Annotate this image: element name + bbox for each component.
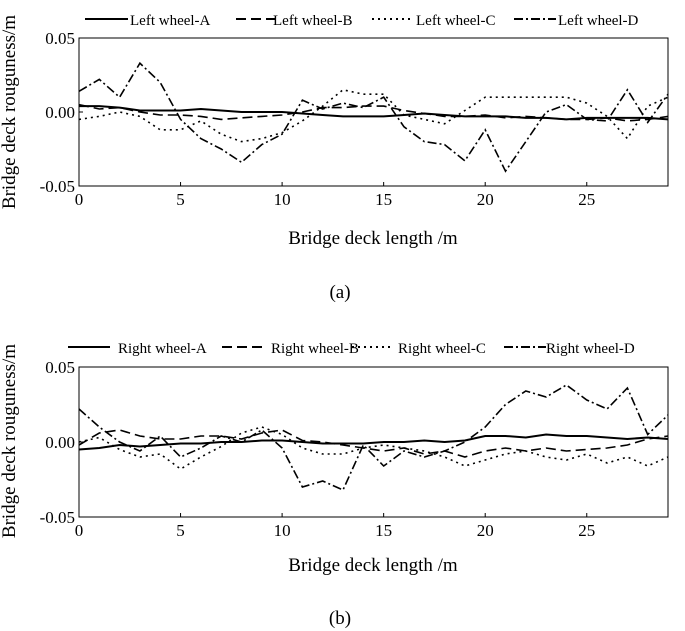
x-tick-label-b-0: 0: [75, 521, 84, 540]
legend-entry-b-1: Right wheel-A: [68, 341, 207, 357]
caption-a: (a): [329, 282, 350, 303]
series-line-b-3: [78, 426, 669, 470]
legend-entry-a-4: Left wheel-D: [514, 13, 639, 29]
chart-panel-a: Left wheel-A Left wheel-B Left wheel-C L…: [0, 13, 669, 303]
legend-label-a-1: Left wheel-A: [130, 13, 211, 29]
series-line-a-2: [78, 103, 669, 122]
legend-label-a-2: Left wheel-B: [273, 13, 353, 29]
plot-frame-a: [78, 37, 669, 187]
x-tick-label-a-1: 5: [176, 190, 185, 209]
tick-layer-b: 0 5 10 15 20 25 -0.05 0.00 0.05: [40, 358, 596, 540]
caption-b: (b): [329, 608, 351, 629]
series-line-b-2: [78, 429, 669, 458]
x-axis-label-a: Bridge deck length /m: [288, 228, 458, 249]
legend-a: Left wheel-A Left wheel-B Left wheel-C L…: [85, 13, 639, 29]
legend-label-a-3: Left wheel-C: [416, 13, 496, 29]
legend-entry-b-4: Right wheel-D: [504, 341, 635, 357]
y-tick-label-a-1: 0.00: [45, 103, 75, 122]
series-line-b-1: [78, 433, 669, 451]
y-tick-label-a-2: 0.05: [45, 29, 75, 48]
series-line-a-3: [78, 88, 669, 143]
x-tick-label-b-2: 10: [274, 521, 291, 540]
legend-label-b-3: Right wheel-C: [398, 341, 486, 357]
series-line-a-4: [78, 61, 669, 173]
x-tick-label-a-2: 10: [274, 190, 291, 209]
tick-layer-a: 0 5 10 15 20 25 -0.05 0.00 0.05: [40, 29, 596, 209]
x-tick-label-b-3: 15: [375, 521, 392, 540]
x-tick-label-b-5: 25: [578, 521, 595, 540]
legend-entry-b-3: Right wheel-C: [352, 341, 486, 357]
y-axis-label-b: Bridge deck rouguness/m: [0, 344, 20, 538]
legend-entry-a-1: Left wheel-A: [85, 13, 211, 29]
x-tick-label-a-4: 20: [477, 190, 494, 209]
legend-label-a-4: Left wheel-D: [558, 13, 639, 29]
legend-b: Right wheel-A Right wheel-B Right wheel-…: [68, 341, 635, 357]
y-axis-label-a: Bridge deck rouguness/m: [0, 15, 20, 209]
x-tick-label-b-4: 20: [477, 521, 494, 540]
series-line-a-1: [79, 105, 669, 121]
series-layer-b: [78, 384, 669, 492]
x-axis-label-b: Bridge deck length /m: [288, 555, 458, 576]
chart-panel-b: Right wheel-A Right wheel-B Right wheel-…: [0, 341, 669, 629]
x-tick-label-a-0: 0: [75, 190, 84, 209]
y-tick-label-b-0: -0.05: [40, 508, 75, 527]
x-tick-label-a-3: 15: [375, 190, 392, 209]
x-tick-label-a-5: 25: [578, 190, 595, 209]
y-tick-label-b-2: 0.05: [45, 358, 75, 377]
legend-entry-b-2: Right wheel-B: [222, 341, 359, 357]
series-layer-a: [78, 61, 669, 173]
legend-entry-a-2: Left wheel-B: [236, 13, 353, 29]
x-tick-label-b-1: 5: [176, 521, 185, 540]
legend-entry-a-3: Left wheel-C: [372, 13, 496, 29]
y-tick-label-b-1: 0.00: [45, 433, 75, 452]
legend-label-b-1: Right wheel-A: [118, 341, 207, 357]
legend-label-b-2: Right wheel-B: [271, 341, 359, 357]
legend-label-b-4: Right wheel-D: [546, 341, 635, 357]
series-line-b-4: [78, 384, 669, 492]
y-tick-label-a-0: -0.05: [40, 177, 75, 196]
